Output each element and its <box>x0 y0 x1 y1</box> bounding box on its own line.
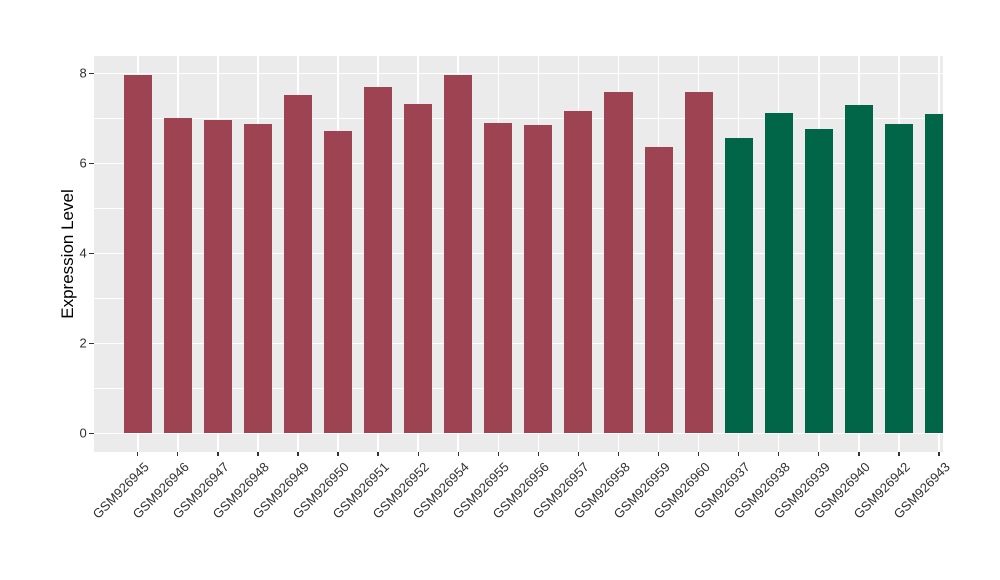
bar <box>924 113 943 434</box>
y-axis-title: Expression Level <box>58 189 77 319</box>
bar <box>404 103 433 434</box>
bar <box>283 94 312 434</box>
y-tick-label: 6 <box>79 155 87 171</box>
bar <box>564 111 593 434</box>
bar <box>123 74 152 434</box>
y-tick-mark <box>88 72 94 74</box>
gridline-h-minor <box>93 117 943 119</box>
bar <box>684 92 713 434</box>
chart-panel <box>93 56 943 452</box>
x-tick-mark <box>858 451 860 457</box>
gridline-h-minor <box>93 297 943 299</box>
gridline-h-minor <box>93 207 943 209</box>
y-tick-mark <box>88 432 94 434</box>
y-tick-mark <box>88 252 94 254</box>
bar <box>324 130 353 434</box>
gridline-h-major <box>93 162 943 165</box>
x-tick-mark <box>257 451 259 457</box>
x-tick-mark <box>818 451 820 457</box>
bar <box>844 104 873 434</box>
x-tick-mark <box>898 451 900 457</box>
x-tick-mark <box>657 451 660 457</box>
gridline-h-major <box>93 342 943 345</box>
bar <box>163 118 192 434</box>
gridline-h-minor <box>93 387 943 389</box>
bar <box>243 123 272 434</box>
bar <box>644 146 673 434</box>
y-tick-label: 4 <box>79 245 87 261</box>
bar <box>364 86 393 434</box>
gridline-h-major <box>93 252 943 255</box>
x-tick-mark <box>297 451 299 457</box>
x-tick-mark <box>137 451 139 457</box>
y-tick-label: 2 <box>79 335 87 351</box>
y-tick-label: 8 <box>79 65 87 81</box>
bar <box>764 113 793 434</box>
bar <box>884 123 913 434</box>
bar <box>484 122 513 434</box>
x-tick-mark <box>337 451 339 457</box>
x-tick-mark <box>577 451 580 457</box>
bar <box>604 92 633 434</box>
gridline-h-major <box>93 72 943 75</box>
bar <box>444 74 473 434</box>
x-tick-mark <box>938 451 940 457</box>
x-tick-mark <box>617 451 620 457</box>
bar <box>804 128 833 434</box>
x-tick-mark <box>537 451 540 457</box>
y-tick-mark <box>88 162 94 164</box>
x-tick-mark <box>497 451 499 457</box>
gridline-h-major <box>93 432 943 435</box>
x-tick-mark <box>377 451 379 457</box>
x-tick-mark <box>738 451 740 457</box>
y-tick-label: 0 <box>79 425 87 441</box>
bar <box>203 119 232 434</box>
y-tick-mark <box>88 342 94 344</box>
bar <box>724 137 753 434</box>
x-tick-mark <box>697 451 700 457</box>
x-tick-mark <box>457 451 459 457</box>
bar <box>524 124 553 434</box>
x-tick-mark <box>417 451 419 457</box>
x-tick-mark <box>177 451 179 457</box>
x-tick-mark <box>217 451 219 457</box>
x-tick-mark <box>778 451 780 457</box>
